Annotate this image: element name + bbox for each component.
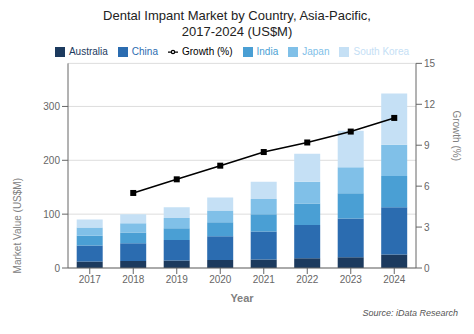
svg-text:2024: 2024: [383, 274, 406, 285]
svg-text:0: 0: [424, 263, 430, 274]
svg-text:2021: 2021: [253, 274, 276, 285]
svg-text:Market Value (US$M): Market Value (US$M): [12, 178, 23, 273]
html-text:Australia: Australia: [68, 46, 108, 57]
svg-text:2018: 2018: [122, 274, 145, 285]
svg-text:3: 3: [424, 222, 430, 233]
html-text:India: India: [256, 46, 279, 57]
svg-text:Growth (%): Growth (%): [451, 110, 462, 161]
svg-text:Year: Year: [230, 292, 254, 304]
svg-text:12: 12: [424, 99, 436, 110]
svg-text:15: 15: [424, 58, 436, 69]
html-text:Source: iData Research: Source: iData Research: [362, 308, 458, 318]
html-text:2017-2024 (US$M): 2017-2024 (US$M): [181, 24, 293, 39]
html-text:Dental Impant Market by Countr: Dental Impant Market by Country, Asia-Pa…: [103, 8, 371, 23]
svg-text:2019: 2019: [166, 274, 189, 285]
svg-text:300: 300: [43, 101, 60, 112]
svg-text:2020: 2020: [209, 274, 232, 285]
svg-text:200: 200: [43, 155, 60, 166]
svg-text:2023: 2023: [340, 274, 363, 285]
svg-text:2017: 2017: [79, 274, 102, 285]
html-text:Japan: Japan: [302, 46, 330, 57]
html-text:Growth (%): Growth (%): [182, 46, 233, 57]
svg-text:9: 9: [424, 140, 430, 151]
svg-text:2022: 2022: [296, 274, 319, 285]
svg-text:0: 0: [54, 263, 60, 274]
svg-text:6: 6: [424, 181, 430, 192]
html-text:South Korea: South Korea: [353, 46, 410, 57]
svg-text:100: 100: [43, 209, 60, 220]
html-text:China: China: [131, 46, 158, 57]
